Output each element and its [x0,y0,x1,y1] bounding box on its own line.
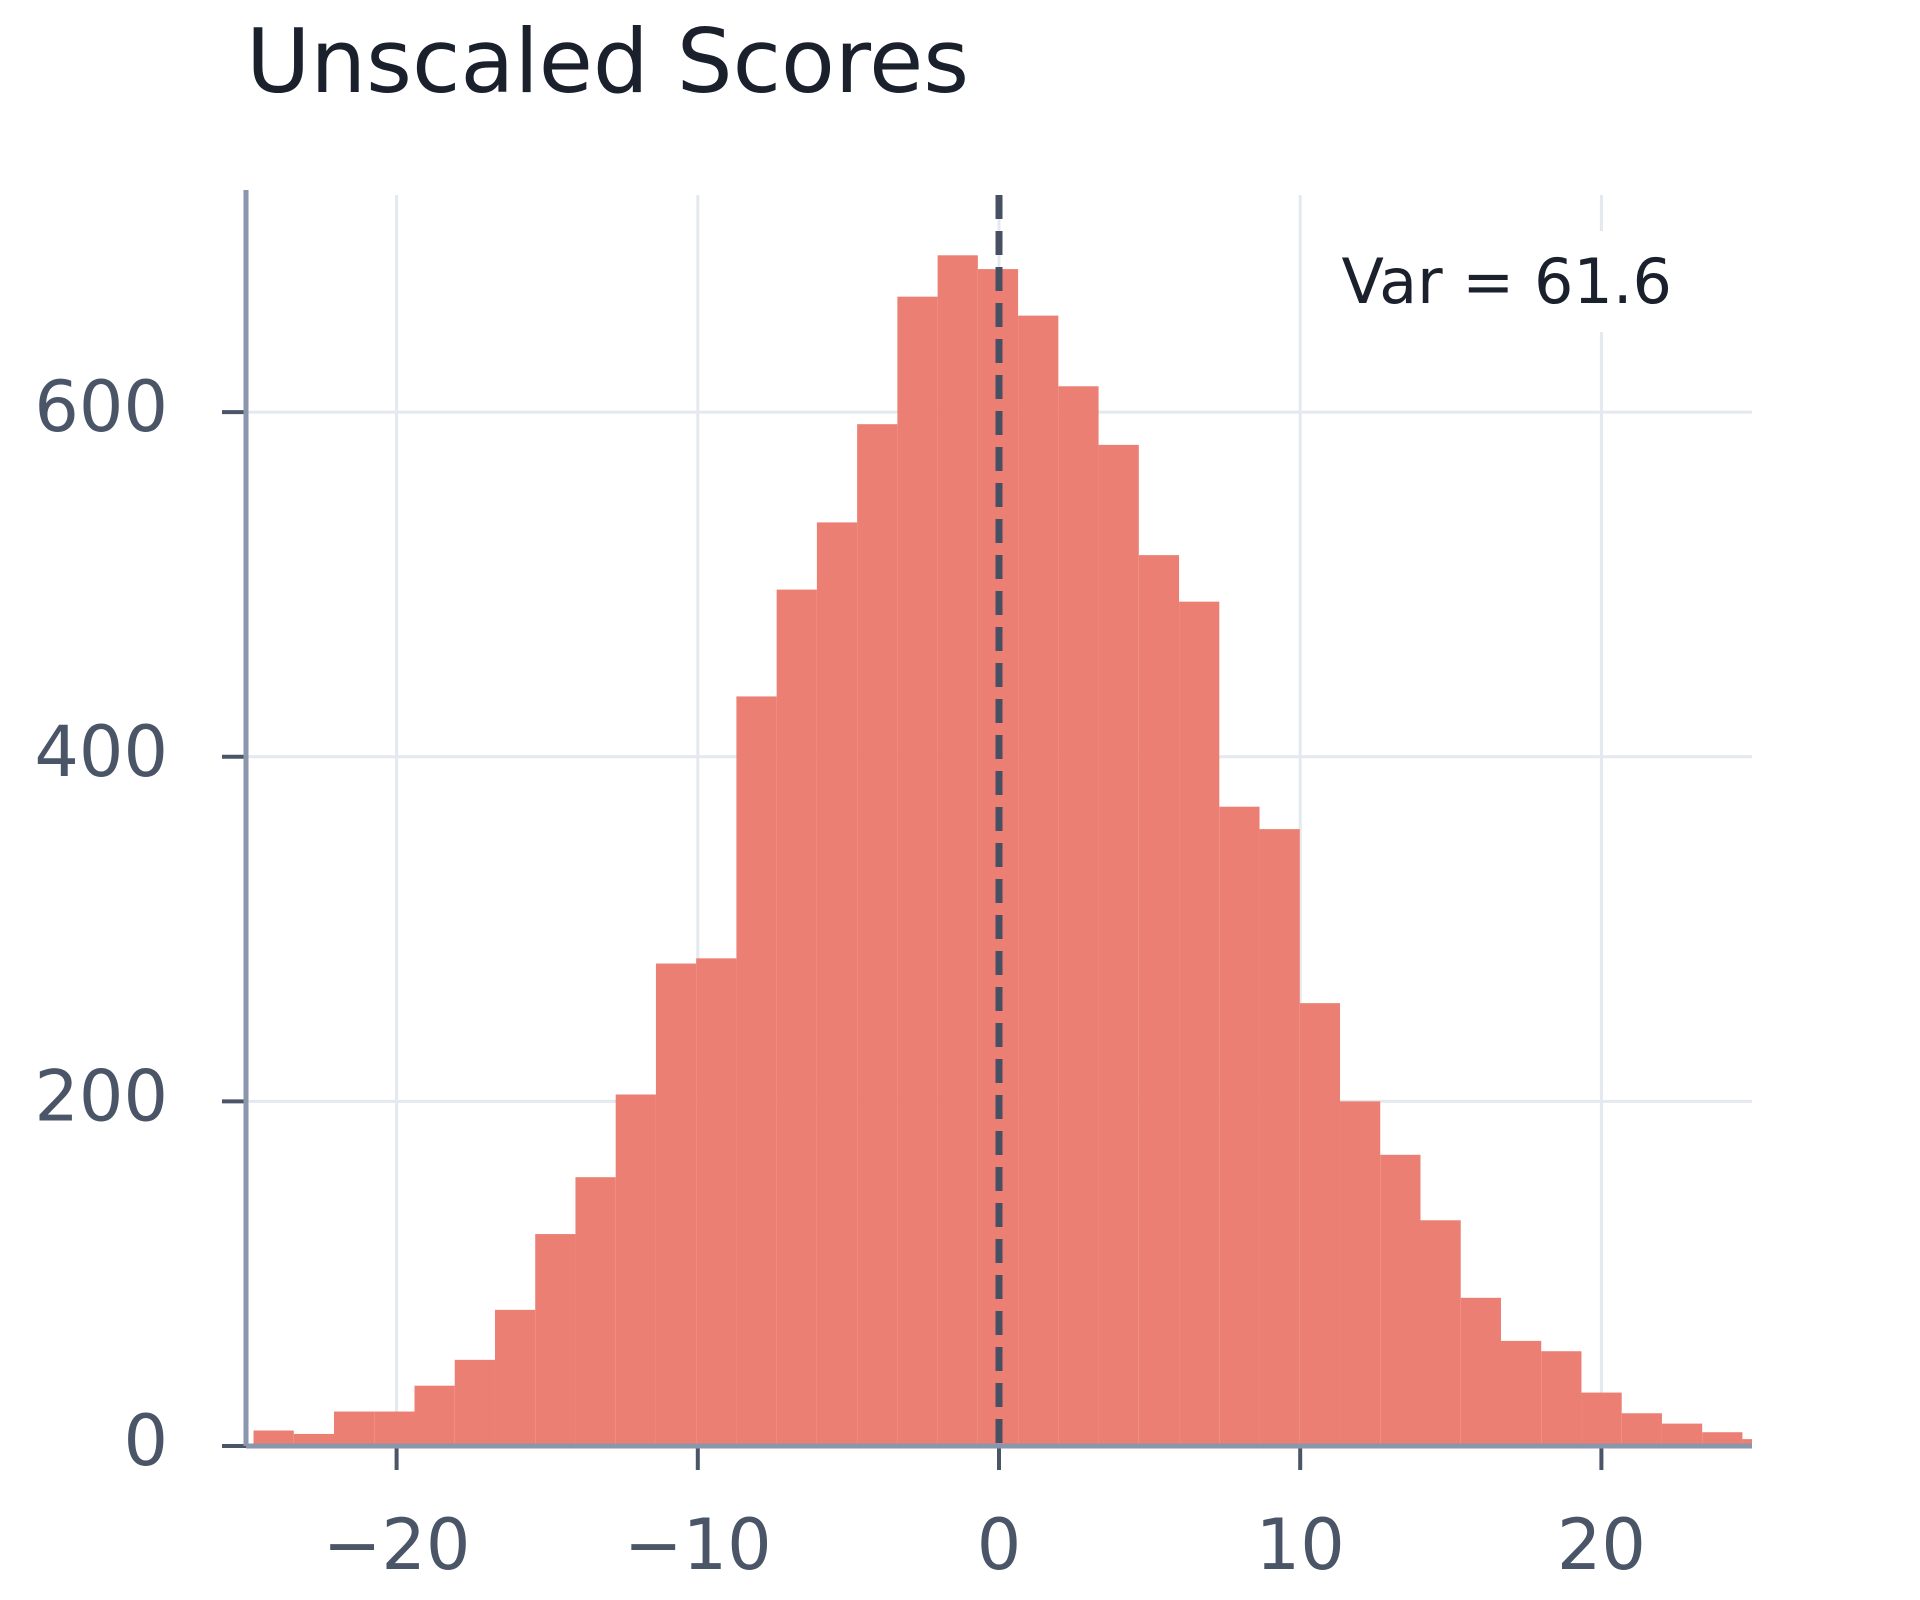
bar [1219,806,1260,1446]
bar [454,1359,495,1446]
bar [1259,829,1300,1446]
x-tick-label: −20 [323,1504,471,1586]
bar [1621,1413,1662,1446]
bar [1299,1003,1341,1446]
bar [1018,315,1059,1446]
bar [655,963,697,1446]
y-tick-label: 0 [123,1400,168,1482]
bar [696,958,737,1446]
y-tick-label: 400 [34,711,168,793]
bar [816,522,858,1446]
bar [535,1234,576,1446]
bar [897,296,938,1446]
bar [1340,1101,1381,1446]
bar [857,424,898,1446]
bar [1541,1351,1582,1446]
bar [1179,601,1220,1446]
bar [937,255,978,1446]
bar [494,1309,536,1446]
bar [1460,1297,1501,1446]
bar [1058,386,1099,1447]
bar [736,696,777,1446]
bar [1138,555,1180,1446]
bar [1581,1392,1622,1446]
bar [253,1430,294,1446]
bar [1098,444,1139,1447]
x-tick-label: 0 [977,1504,1022,1586]
annotation: Var = 61.6 [1342,245,1673,318]
bar [414,1385,455,1446]
bar [374,1411,415,1446]
bar [1380,1154,1421,1446]
bar [1500,1340,1542,1446]
chart-title: Unscaled Scores [246,10,969,113]
bar [615,1094,656,1446]
bar [1742,1439,1752,1446]
x-tick-label: −10 [624,1504,772,1586]
bar [575,1177,616,1446]
x-tick-label: 10 [1256,1504,1345,1586]
bar [1420,1220,1461,1446]
bar [1661,1423,1703,1446]
y-tick-label: 600 [34,366,168,448]
y-tick-label: 200 [34,1055,168,1137]
bar [293,1433,335,1446]
bar [1702,1432,1743,1446]
annotation-box [1327,231,1686,333]
bar [334,1411,375,1446]
bar [776,589,817,1446]
x-tick-label: 20 [1557,1504,1646,1586]
